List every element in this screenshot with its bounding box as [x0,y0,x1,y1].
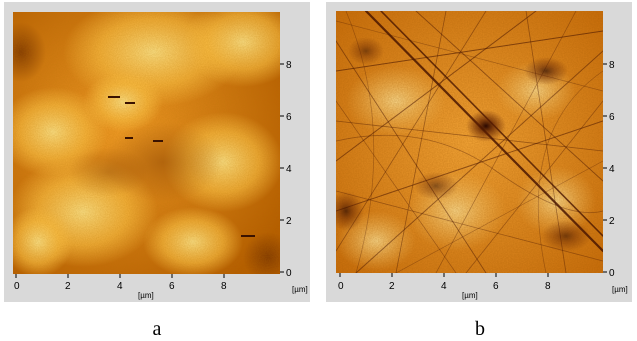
caption-a: a [152,318,162,340]
y-unit-label: [µm] [612,285,628,294]
x-tick-label: 2 [65,281,71,292]
afm-image-a [13,12,280,274]
x-tick-label: 2 [389,281,395,292]
x-tick-label: 0 [14,281,20,292]
y-tick-label: 6 [286,112,292,123]
y-tick-label: 2 [286,216,292,227]
afm-image-b [336,11,603,273]
x-tick-label: 8 [545,281,551,292]
x-tick-label: 4 [441,281,447,292]
y-tick-label: 8 [286,60,292,71]
y-tick-label: 6 [609,112,615,123]
x-unit-label: [µm] [462,291,478,300]
y-tick-label: 4 [609,164,615,175]
y-tick-label: 8 [609,60,615,71]
caption-b: b [475,318,485,340]
x-unit-label: [µm] [138,291,154,300]
y-tick-label: 4 [286,164,292,175]
y-tick-label: 2 [609,216,615,227]
y-tick-label: 0 [286,268,292,279]
y-unit-label: [µm] [292,285,308,294]
x-tick-label: 6 [169,281,175,292]
y-tick-label: 0 [609,268,615,279]
afm-panel-b: 0 2 4 6 8 [µm] 0 2 4 6 8 [µm] [326,2,632,302]
afm-panel-a: 0 2 4 6 8 [µm] 0 2 4 6 8 [µm] [4,2,310,302]
x-tick-label: 8 [221,281,227,292]
x-tick-label: 6 [493,281,499,292]
x-tick-label: 0 [338,281,344,292]
x-tick-label: 4 [117,281,123,292]
